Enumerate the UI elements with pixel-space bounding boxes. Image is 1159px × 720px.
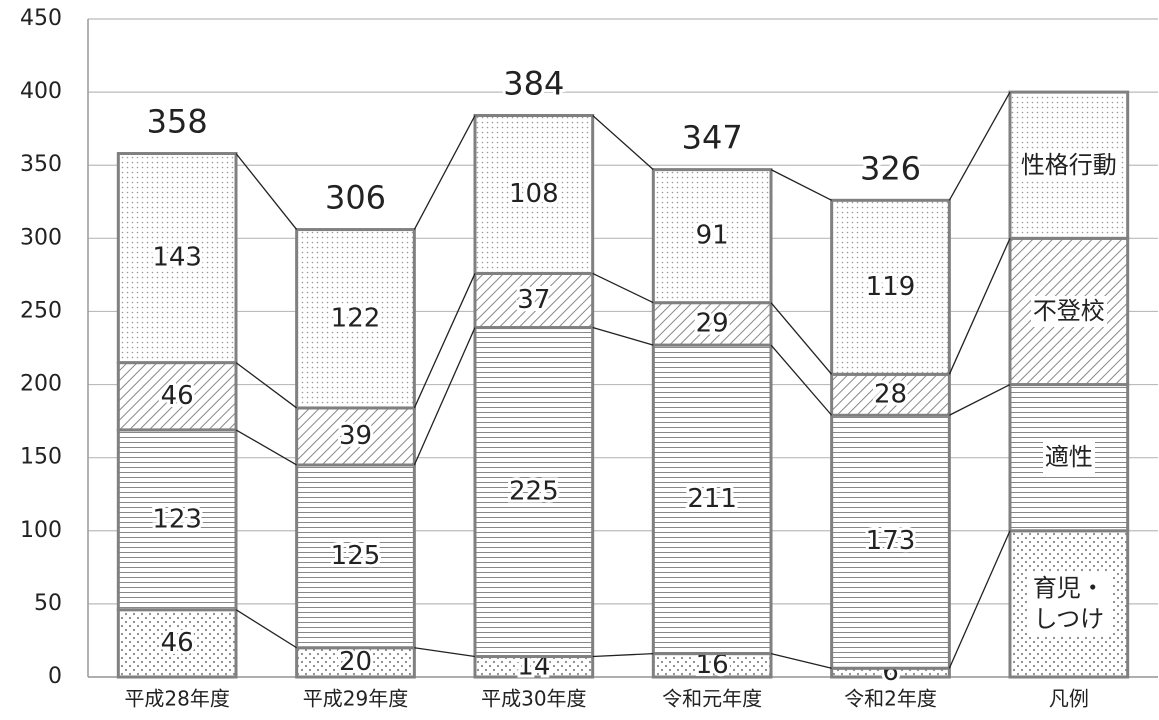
legend-text: 性格行動 <box>1018 149 1119 181</box>
legend-text: 適性 <box>1042 442 1095 474</box>
legend-label: 適性 <box>1010 385 1128 531</box>
connector <box>770 652 832 669</box>
connector <box>592 652 654 658</box>
value-label: 46 <box>161 628 194 658</box>
connector <box>948 530 1011 669</box>
y-tick-label: 250 <box>20 298 62 323</box>
x-tick-label: 平成30年度 <box>481 687 586 711</box>
connector <box>413 273 476 409</box>
bar-segment <box>651 301 773 347</box>
value-label: 29 <box>696 308 729 338</box>
value-label: 91 <box>696 221 729 251</box>
value-label: 225 <box>509 477 559 507</box>
legend-label: 性格行動 <box>1010 92 1128 238</box>
total-label: 306 <box>325 179 386 217</box>
bar-segment <box>295 228 416 410</box>
value-label: 39 <box>339 421 372 451</box>
value-label: 28 <box>874 379 907 409</box>
bar-segment <box>295 646 416 679</box>
total-label: 326 <box>860 149 921 187</box>
x-tick-label: 令和2年度 <box>844 687 937 711</box>
bar-segment <box>651 168 773 305</box>
total-label: 358 <box>147 103 208 141</box>
bar-segment <box>473 114 595 275</box>
bar-segment <box>651 343 773 656</box>
connector <box>235 362 298 409</box>
bar-segment <box>116 152 238 365</box>
connector <box>770 344 833 416</box>
connector <box>949 383 1011 416</box>
x-tick-label: 平成29年度 <box>303 687 408 711</box>
legend-label: 不登校 <box>1010 238 1128 384</box>
connector <box>592 272 654 304</box>
value-label: 108 <box>509 179 559 209</box>
bar-segment <box>830 198 951 376</box>
legend-text: 育児・しつけ <box>1026 572 1111 636</box>
connector <box>235 153 298 230</box>
connector <box>235 429 297 466</box>
connector <box>235 609 297 649</box>
y-tick-label: 350 <box>20 152 62 177</box>
bar-segment <box>473 326 595 659</box>
connector <box>770 302 833 375</box>
connector <box>414 647 476 658</box>
x-tick-label: 平成28年度 <box>124 687 229 711</box>
connector <box>413 115 476 230</box>
bar-segment <box>116 608 238 679</box>
connector <box>948 91 1011 201</box>
y-tick-label: 0 <box>48 664 62 689</box>
bar-segment <box>830 413 951 670</box>
value-label: 143 <box>152 243 202 273</box>
y-tick-label: 100 <box>20 518 62 543</box>
y-tick-label: 200 <box>20 372 62 397</box>
value-label: 20 <box>339 647 372 677</box>
connector <box>592 326 654 346</box>
value-label: 211 <box>687 484 737 514</box>
legend-text: 不登校 <box>1030 295 1107 328</box>
value-label: 122 <box>331 303 381 333</box>
legend-label: 育児・しつけ <box>1010 531 1128 677</box>
legend-title: 凡例 <box>1049 687 1089 711</box>
value-label: 46 <box>161 381 194 411</box>
y-tick-label: 300 <box>20 225 62 250</box>
value-label: 119 <box>866 272 916 302</box>
value-label: 123 <box>152 504 202 534</box>
value-label: 37 <box>517 285 550 315</box>
y-tick-label: 150 <box>20 445 62 470</box>
bar-segment <box>295 463 416 650</box>
x-tick-label: 令和元年度 <box>662 687 762 711</box>
bar-segment <box>830 372 951 417</box>
connector <box>770 169 832 201</box>
value-label: 125 <box>331 541 381 571</box>
y-tick-label: 50 <box>34 591 62 616</box>
y-tick-label: 400 <box>20 79 62 104</box>
value-label: 173 <box>866 526 916 556</box>
total-label: 384 <box>503 65 564 103</box>
y-tick-label: 450 <box>20 6 62 31</box>
connector <box>948 238 1011 375</box>
bar-segment <box>295 406 416 467</box>
connector <box>413 327 476 466</box>
connector <box>592 115 654 171</box>
total-label: 347 <box>682 119 743 157</box>
